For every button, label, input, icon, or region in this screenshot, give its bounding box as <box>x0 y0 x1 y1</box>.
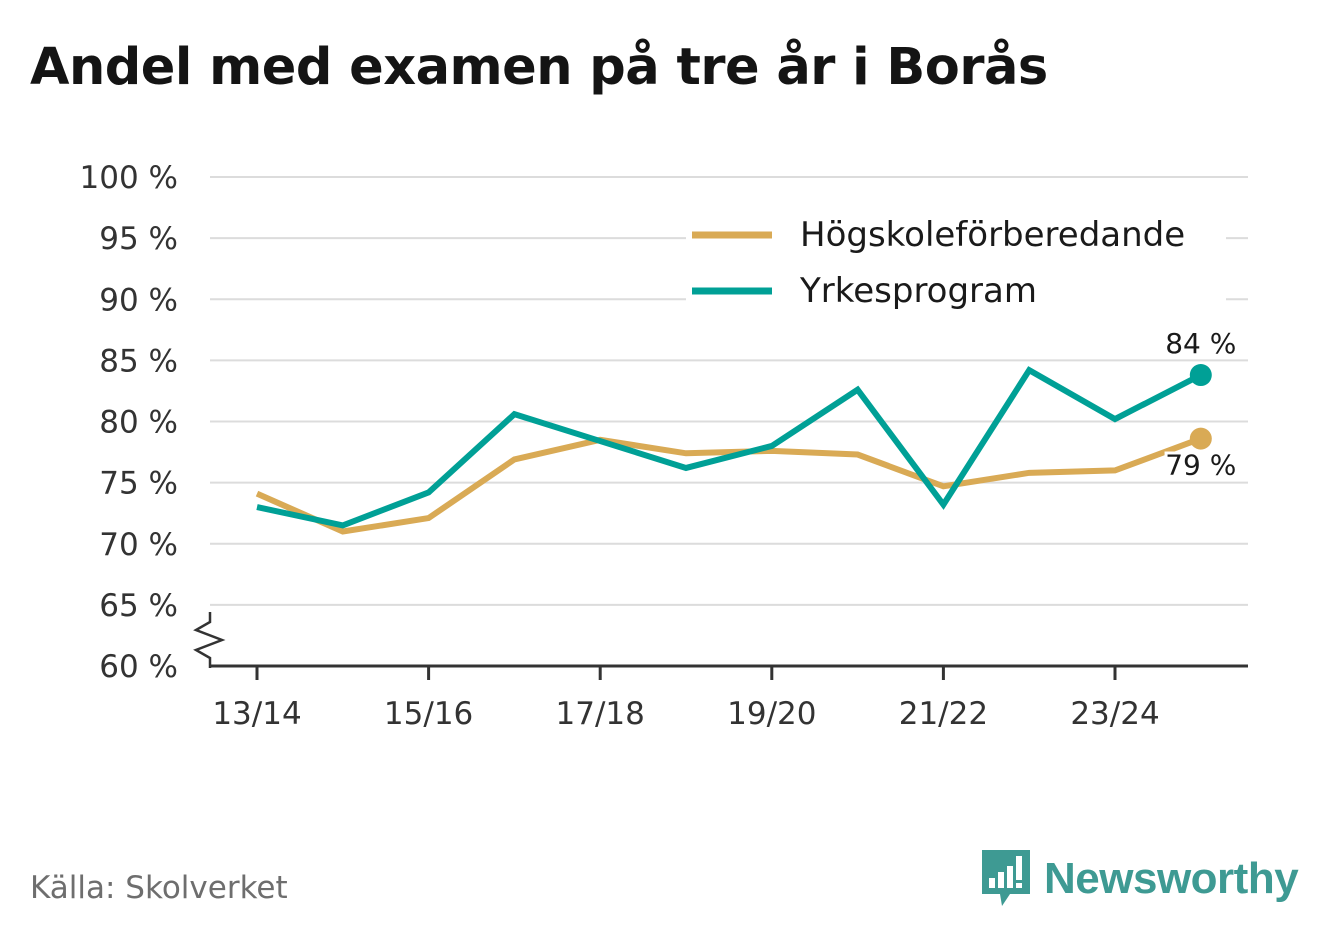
series-line <box>255 435 1202 535</box>
y-tick-label: 60 % <box>99 649 178 685</box>
newsworthy-logo-icon <box>982 850 1030 906</box>
brand: Newsworthy <box>980 848 1299 910</box>
legend-background <box>686 267 1226 317</box>
source-note: Källa: Skolverket <box>30 870 288 906</box>
x-axis-ticks: 13/14 15/16 17/18 19/20 21/22 23/24 <box>212 666 1160 732</box>
y-tick-label: 80 % <box>99 405 178 441</box>
x-tick-label: 13/14 <box>212 696 301 732</box>
y-tick-label: 90 % <box>99 282 178 318</box>
x-tick-label: 21/22 <box>899 696 988 732</box>
x-tick-label: 17/18 <box>556 696 645 732</box>
y-tick-label: 65 % <box>99 588 178 624</box>
chart-title: Andel med examen på tre år i Borås <box>30 38 1048 97</box>
y-tick-label: 75 % <box>99 466 178 502</box>
series-end-label: 79 % <box>1165 449 1236 482</box>
y-axis-ticks: 60 % 65 % 70 % 75 % 80 % 85 % 90 % 95 % 100 % <box>80 160 178 685</box>
y-tick-label: 85 % <box>99 343 178 379</box>
x-tick-label: 15/16 <box>384 696 473 732</box>
series-lines: 79 % 84 % <box>255 324 1239 535</box>
y-tick-label: 95 % <box>99 221 178 257</box>
y-tick-label: 70 % <box>99 527 178 563</box>
legend-background <box>686 211 1226 261</box>
legend-label: Yrkesprogram <box>799 271 1037 311</box>
series-end-label: 84 % <box>1165 327 1236 360</box>
y-axis-break-icon <box>193 612 226 668</box>
y-tick-label: 100 % <box>80 160 178 196</box>
brand-name: Newsworthy <box>1044 854 1299 903</box>
legend-label: Högskoleförberedande <box>800 215 1185 255</box>
x-tick-label: 19/20 <box>727 696 816 732</box>
series-line <box>256 366 1203 529</box>
legend: Högskoleförberedande Yrkesprogram <box>686 211 1226 317</box>
series-end-point <box>1189 427 1212 450</box>
series-end-point <box>1189 364 1212 387</box>
x-tick-label: 23/24 <box>1070 696 1159 732</box>
